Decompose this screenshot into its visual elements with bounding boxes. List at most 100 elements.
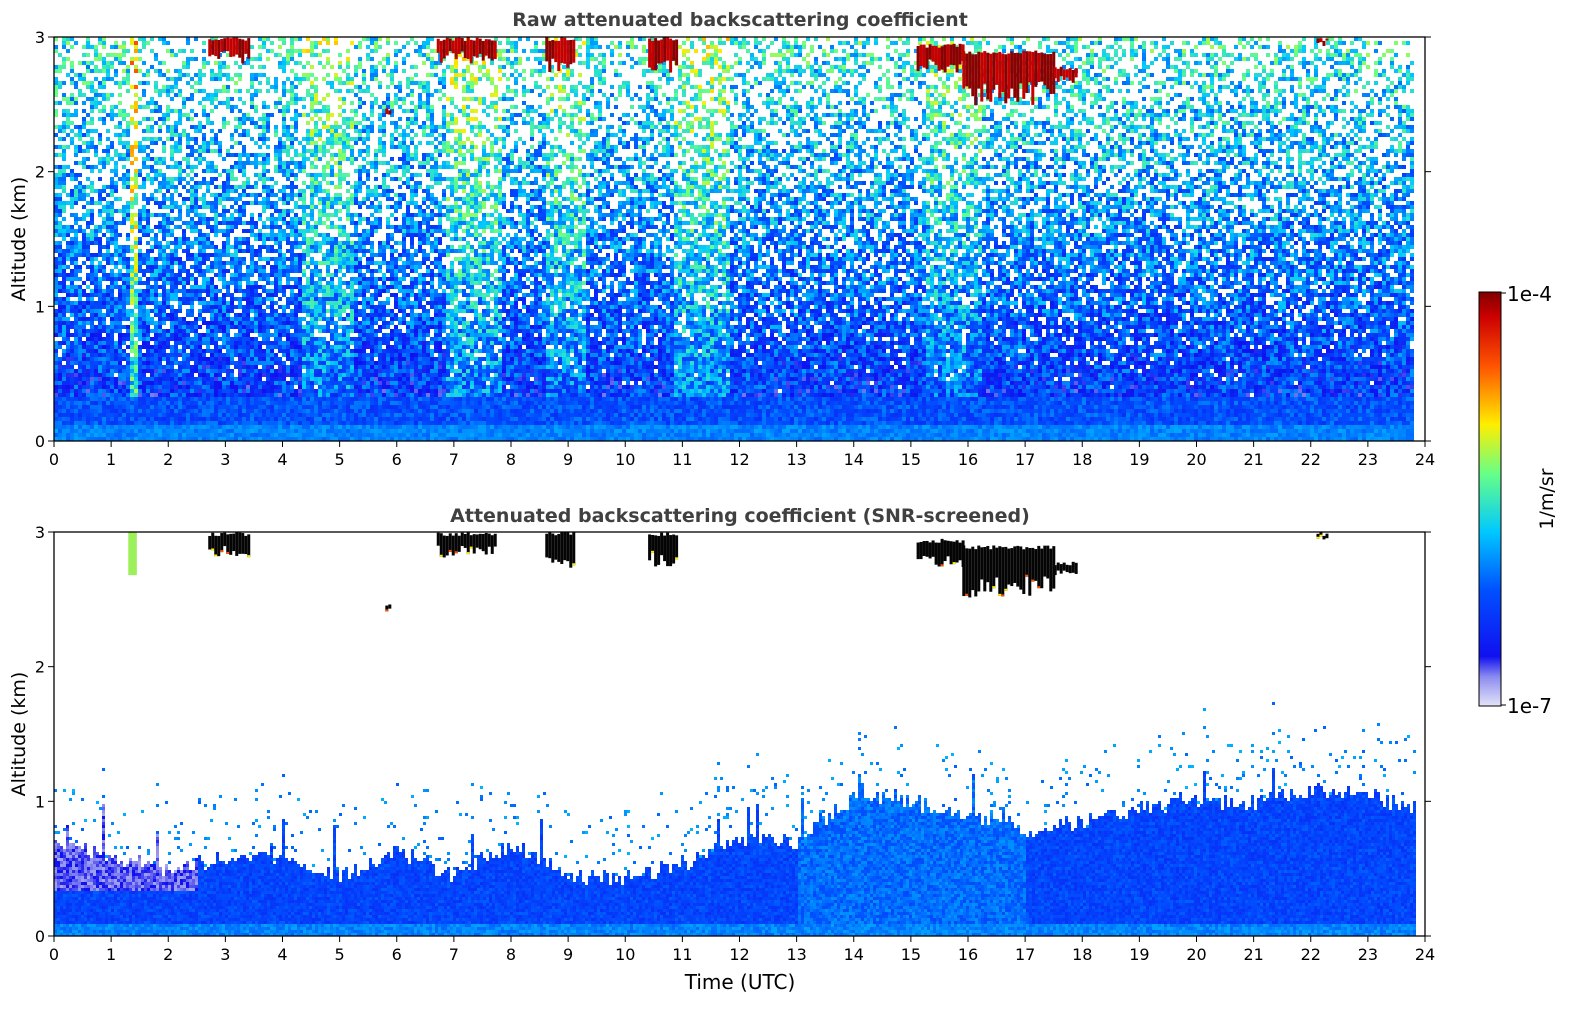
raw-cloud-cell — [971, 54, 974, 96]
screened-cloud-cell — [488, 534, 491, 547]
raw-x-tick-label: 16 — [958, 450, 978, 469]
screened-cloud-cell — [666, 533, 669, 566]
raw-cloud-cell — [235, 38, 238, 55]
screened-cloud-cell — [1049, 549, 1052, 592]
raw-x-tick-label: 21 — [1243, 450, 1263, 469]
screened-x-tick-label: 14 — [844, 945, 864, 964]
screened-cloud-cell — [1001, 547, 1004, 596]
raw-cloud-cell — [566, 40, 569, 68]
screened-x-tick-label: 10 — [615, 945, 635, 964]
raw-cloud-cell — [223, 38, 226, 51]
screened-cloud-cell — [968, 549, 971, 598]
raw-cloud-cell — [1075, 68, 1078, 77]
screened-cloud-cell — [944, 540, 947, 561]
raw-cloud-cell — [935, 46, 938, 65]
raw-cloud-cell — [220, 39, 223, 52]
screened-cloud-cell — [1037, 546, 1040, 588]
raw-cloud-cell — [1063, 69, 1066, 80]
raw-cloud-cell — [1034, 51, 1037, 87]
screened-cloud-cell — [660, 533, 663, 556]
screened-cloud-cell — [971, 547, 974, 590]
raw-cloud-cell — [1322, 41, 1325, 46]
raw-cloud-cell — [992, 53, 995, 90]
colorbar-min-label: 1e-7 — [1507, 694, 1552, 718]
raw-cloud-cell — [920, 45, 923, 66]
raw-heatmap — [54, 37, 1414, 441]
raw-cloud-cell — [455, 38, 458, 59]
raw-y-tick-label: 1 — [35, 297, 45, 316]
screened-cloud-edge — [247, 555, 250, 557]
raw-cloud-cell — [488, 39, 491, 58]
screened-cloud-edge — [1025, 575, 1028, 577]
screened-cloud-cell — [1031, 548, 1034, 582]
raw-cloud-cell — [241, 39, 244, 63]
raw-x-tick-label: 19 — [1129, 450, 1149, 469]
raw-x-tick-label: 22 — [1301, 450, 1321, 469]
screened-x-tick-label: 16 — [958, 945, 978, 964]
screened-cloud-cell — [569, 535, 572, 568]
screened-x-tick-label: 5 — [335, 945, 345, 964]
raw-cloud-cell — [482, 41, 485, 61]
screened-cloud-cell — [998, 546, 1001, 596]
screened-cloud-cell — [494, 534, 497, 547]
raw-cloud-cell — [569, 40, 572, 64]
raw-cloud-cell — [1049, 54, 1052, 94]
screened-cloud-edge — [998, 594, 1001, 596]
screened-cloud-cell — [1063, 563, 1066, 571]
raw-cloud-cell — [651, 41, 654, 70]
raw-x-tick-label: 10 — [615, 450, 635, 469]
raw-x-tick-label: 8 — [506, 450, 516, 469]
screened-cloud-edge — [470, 547, 473, 549]
screened-cloud-cell — [211, 533, 214, 551]
raw-cloud-cell — [938, 48, 941, 71]
screened-cloud-cell — [1325, 534, 1328, 539]
screened-cloud-cell — [247, 534, 250, 557]
raw-cloud-cell — [932, 46, 935, 62]
raw-x-tick-label: 14 — [844, 450, 864, 469]
raw-x-tick-label: 5 — [335, 450, 345, 469]
screened-cloud-cell — [980, 547, 983, 579]
screened-cloud-cell — [557, 534, 560, 562]
raw-cloud-cell — [1004, 54, 1007, 103]
screened-cloud-cell — [648, 534, 651, 560]
raw-cloud-cell — [247, 38, 250, 59]
raw-cloud-cell — [1007, 53, 1010, 98]
raw-x-tick-label: 12 — [729, 450, 749, 469]
screened-cloud-cell — [1022, 549, 1025, 594]
raw-panel-title: Raw attenuated backscattering coefficien… — [512, 9, 968, 31]
screened-x-tick-label: 4 — [277, 945, 287, 964]
screened-cloud-cell — [950, 541, 953, 564]
screened-cloud-cell — [675, 535, 678, 559]
screened-cloud-cell — [1046, 546, 1049, 579]
raw-cloud-cell — [1066, 69, 1069, 77]
raw-cloud-cell — [388, 110, 391, 114]
screened-cloud-cell — [986, 546, 989, 582]
screened-cloud-cell — [1060, 564, 1063, 574]
screened-cloud-cell — [669, 535, 672, 566]
raw-cloud-cell — [211, 40, 214, 55]
raw-cloud-cell — [449, 39, 452, 51]
screened-cloud-cell — [935, 543, 938, 565]
screened-cloud-cell — [1025, 547, 1028, 577]
screened-x-tick-label: 23 — [1358, 945, 1378, 964]
raw-cloud-cell — [977, 52, 980, 89]
raw-cloud-cell — [554, 41, 557, 62]
screened-cloud-cell — [947, 541, 950, 557]
raw-cloud-cell — [557, 41, 560, 71]
screened-cloud-edge — [651, 551, 654, 553]
screened-cloud-cell — [241, 533, 244, 554]
screened-cloud-cell — [1072, 562, 1075, 573]
screened-heatmap — [54, 532, 1416, 936]
screened-cloud-cell — [217, 536, 220, 556]
screened-cloud-edge — [941, 564, 944, 566]
screened-cloud-cell — [657, 536, 660, 565]
raw-cloud-cell — [956, 47, 959, 73]
screened-cloud-edge — [455, 551, 458, 553]
screened-cloud-cell — [232, 534, 235, 551]
screened-cloud-cell — [1019, 546, 1022, 589]
raw-cloud-cell — [467, 37, 470, 59]
screened-cloud-edge — [214, 555, 217, 557]
raw-cloud-cell — [917, 46, 920, 71]
screened-cloud-cell — [563, 532, 566, 560]
